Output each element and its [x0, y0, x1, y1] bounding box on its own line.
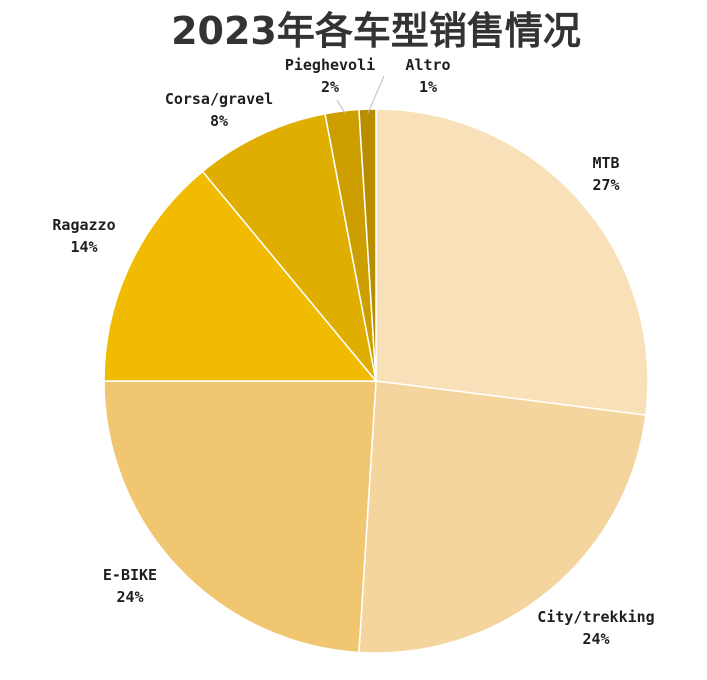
slice-label-percent: 24%: [582, 630, 609, 648]
leader-line-altro: [367, 75, 385, 114]
slice-label-name: Ragazzo: [52, 216, 115, 234]
slice-label-name: City/trekking: [537, 608, 654, 626]
slice-label-percent: 1%: [419, 78, 437, 96]
slice-label-name: E-BIKE: [103, 566, 157, 584]
pie-slice-city-trekking: [358, 380, 647, 654]
slice-label-name: MTB: [592, 154, 619, 172]
slice-label-altro: Altro 1%: [405, 56, 450, 96]
slice-label-percent: 27%: [592, 176, 619, 194]
slice-label-pieghevoli: Pieghevoli 2%: [285, 56, 375, 96]
slice-label-mtb: MTB 27%: [592, 154, 619, 194]
slice-label-percent: 2%: [321, 78, 339, 96]
slice-label-e-bike: E-BIKE 24%: [103, 566, 157, 606]
slice-label-name: Pieghevoli: [285, 56, 375, 74]
pie-slice-altro: [358, 108, 377, 382]
slice-label-name: Altro: [405, 56, 450, 74]
pie-slices: [103, 108, 649, 654]
slice-label-percent: 24%: [116, 588, 143, 606]
slice-label-name: Corsa/gravel: [165, 90, 273, 108]
pie-slice-ragazzo: [103, 170, 378, 382]
leader-line-pieghevoli: [336, 99, 346, 114]
pie-slice-corsa-gravel: [201, 112, 377, 382]
leader-lines: [336, 75, 385, 114]
slice-label-corsa-gravel: Corsa/gravel 8%: [165, 90, 273, 130]
chart-title: 2023年各车型销售情况: [171, 9, 581, 53]
slice-labels: MTB 27% City/trekking 24% E-BIKE 24% Ragazzo 14…: [52, 56, 654, 648]
pie-slice-mtb: [375, 108, 649, 416]
slice-label-percent: 14%: [70, 238, 97, 256]
pie-slice-e-bike: [103, 380, 377, 654]
slice-label-ragazzo: Ragazzo 14%: [52, 216, 115, 256]
slice-label-city-trekking: City/trekking 24%: [537, 608, 654, 648]
slice-label-percent: 8%: [210, 112, 228, 130]
